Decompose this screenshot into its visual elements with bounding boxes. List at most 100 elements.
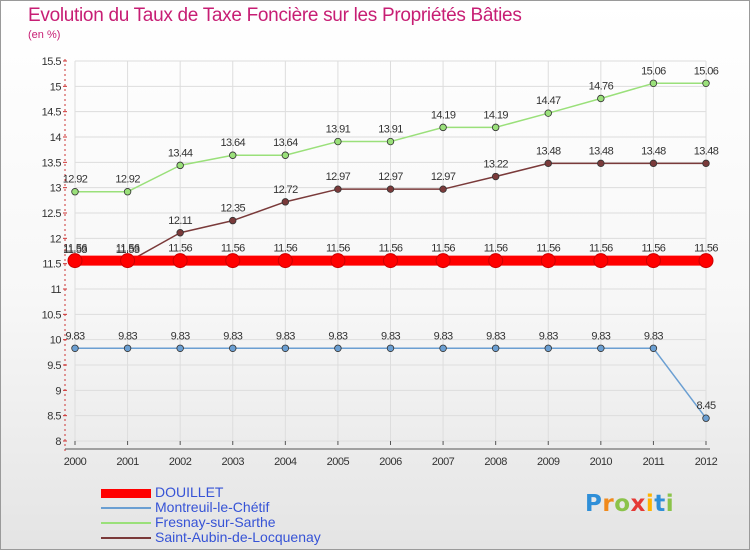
legend-swatch xyxy=(101,488,151,498)
data-point xyxy=(334,344,342,352)
data-label: 13.48 xyxy=(536,145,561,157)
data-label: 11.56 xyxy=(273,243,297,255)
x-tick-label: 2007 xyxy=(432,456,455,468)
data-label: 12.11 xyxy=(168,215,192,227)
data-point xyxy=(544,109,552,117)
logo-letter: x xyxy=(630,491,646,517)
data-point xyxy=(702,414,710,422)
data-label: 9.83 xyxy=(539,330,558,342)
legend-swatch xyxy=(101,537,151,539)
data-point xyxy=(120,253,136,269)
data-point xyxy=(597,159,605,168)
data-point xyxy=(229,344,237,352)
data-point xyxy=(277,253,293,269)
data-label: 11.56 xyxy=(694,243,718,255)
data-point xyxy=(491,344,500,352)
y-tick-label: 9.5 xyxy=(47,360,61,372)
logo-letter: t xyxy=(654,491,666,517)
data-label: 9.83 xyxy=(486,330,505,342)
data-label: 12.92 xyxy=(63,174,88,186)
x-tick-label: 2009 xyxy=(537,456,560,468)
data-point xyxy=(176,229,184,237)
data-label: 11.56 xyxy=(642,243,666,255)
data-label: 13.48 xyxy=(694,145,719,157)
data-point xyxy=(229,216,237,225)
data-point xyxy=(334,185,342,193)
data-label: 11.56 xyxy=(536,243,560,255)
y-tick-label: 15 xyxy=(50,81,62,93)
data-label: 12.97 xyxy=(431,171,456,183)
data-label: 13.64 xyxy=(220,137,245,149)
x-tick-label: 2004 xyxy=(274,456,297,468)
x-tick-label: 2000 xyxy=(64,456,87,468)
data-point xyxy=(544,159,552,168)
data-label: 9.83 xyxy=(65,330,84,342)
data-point xyxy=(71,344,79,352)
data-point xyxy=(439,344,447,352)
data-point xyxy=(439,185,447,193)
data-label: 11.56 xyxy=(326,243,350,255)
data-point xyxy=(71,188,79,196)
y-tick-label: 11.5 xyxy=(42,259,61,271)
data-label: 13.48 xyxy=(589,145,614,157)
data-point xyxy=(176,161,184,170)
data-point xyxy=(386,137,395,146)
data-point xyxy=(386,344,395,352)
data-point xyxy=(597,94,605,103)
data-label: 9.83 xyxy=(276,330,295,342)
data-label: 12.35 xyxy=(220,203,245,215)
data-point xyxy=(176,344,184,352)
x-tick-label: 2005 xyxy=(327,456,350,468)
data-label: 14.76 xyxy=(589,80,614,92)
y-tick-label: 10 xyxy=(50,335,62,347)
data-point xyxy=(649,159,658,168)
data-label: 15.06 xyxy=(694,65,719,77)
logo-letter: P xyxy=(585,491,603,517)
chart-title: Evolution du Taux de Taxe Foncière sur l… xyxy=(28,5,522,26)
data-label: 11.56 xyxy=(168,243,192,255)
data-point xyxy=(698,253,714,269)
data-point xyxy=(645,253,661,269)
data-label: 11.56 xyxy=(63,243,87,255)
data-point xyxy=(172,253,188,269)
data-point xyxy=(488,253,504,269)
legend-label: DOUILLET xyxy=(155,484,224,500)
data-label: 15.06 xyxy=(641,65,666,77)
data-point xyxy=(281,198,290,206)
data-label: 13.91 xyxy=(378,124,403,136)
data-point xyxy=(597,344,605,352)
data-label: 11.56 xyxy=(221,243,245,255)
data-label: 11.56 xyxy=(116,243,140,255)
axes xyxy=(63,59,710,451)
data-label: 11.56 xyxy=(484,243,508,255)
y-tick-label: 11 xyxy=(51,284,62,296)
data-point xyxy=(330,253,346,269)
data-labels: 9.83 9.83 9.83 9.83 9.83 9.83 9.83 9.83 9.83 9.83… xyxy=(63,65,720,412)
y-tick-label: 15.5 xyxy=(42,56,62,68)
data-label: 11.56 xyxy=(589,243,613,255)
y-tick-label: 10.5 xyxy=(42,309,62,321)
x-tick-label: 2012 xyxy=(695,456,718,468)
data-point xyxy=(225,253,241,269)
data-label: 12.92 xyxy=(115,174,140,186)
data-point xyxy=(491,172,500,181)
data-point xyxy=(593,253,609,269)
y-tick-label: 12 xyxy=(50,233,62,245)
y-unit-label: (en %) xyxy=(28,29,61,41)
x-tick-label: 2003 xyxy=(222,456,245,468)
logo-letter: i xyxy=(665,491,675,517)
data-point xyxy=(67,253,83,269)
data-label: 13.91 xyxy=(326,124,351,136)
data-label: 13.44 xyxy=(168,147,193,159)
data-label: 13.22 xyxy=(483,159,508,171)
data-label: 12.97 xyxy=(378,171,403,183)
y-tick-label: 8 xyxy=(55,436,61,448)
data-label: 9.83 xyxy=(591,330,610,342)
legend-label: Fresnay-sur-Sarthe xyxy=(155,514,276,530)
y-tick-label: 9 xyxy=(55,385,61,397)
data-point xyxy=(334,137,342,146)
data-label: 9.83 xyxy=(118,330,137,342)
x-tick-label: 2002 xyxy=(169,456,192,468)
proxiti-logo: Proxiti xyxy=(585,491,674,517)
data-label: 11.56 xyxy=(379,243,403,255)
